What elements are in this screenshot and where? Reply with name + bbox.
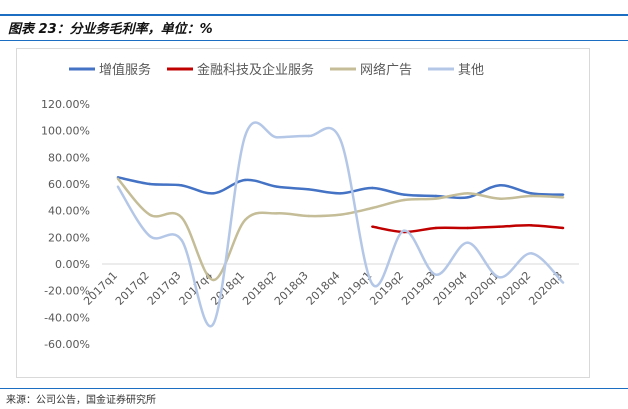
data-point — [307, 188, 310, 191]
data-point — [180, 184, 183, 187]
data-point — [180, 238, 183, 242]
x-tick-label: 2020q2 — [495, 269, 534, 308]
data-point — [212, 278, 215, 282]
legend-label-2: 金融科技及企业服务 — [197, 62, 314, 78]
data-point — [498, 184, 501, 187]
data-point — [116, 177, 120, 180]
legend-label-1: 增值服务 — [99, 62, 151, 78]
x-tick-label: 2017q3 — [145, 269, 184, 308]
data-point — [307, 134, 310, 138]
data-point — [148, 234, 151, 238]
line-chart: 120.00% 100.00% 80.00% 60.00% 40.00% 20.00% 0.… — [41, 62, 579, 351]
x-tick-label: 2018q1 — [208, 269, 247, 308]
data-point — [243, 134, 247, 138]
y-tick-label: 120.00% — [41, 98, 90, 111]
data-point — [339, 138, 342, 142]
data-point — [275, 136, 279, 139]
data-point — [371, 206, 374, 210]
x-tick-label: 2018q3 — [272, 269, 311, 308]
data-point — [434, 197, 438, 200]
data-point — [339, 213, 342, 216]
data-point — [561, 193, 565, 196]
data-point — [530, 224, 533, 227]
y-tick-label: 0.00% — [55, 258, 90, 271]
x-tick-label: 2019q2 — [367, 269, 406, 308]
data-point — [402, 193, 406, 196]
data-point — [243, 178, 247, 182]
data-point — [307, 214, 310, 218]
legend-label-4: 其他 — [458, 63, 484, 78]
data-point — [148, 182, 151, 186]
x-tick-label: 2018q2 — [240, 269, 279, 308]
y-tick-label: 20.00% — [48, 231, 90, 244]
data-point — [434, 194, 438, 198]
x-tick-label: 2017q2 — [113, 269, 152, 308]
data-point — [561, 196, 565, 199]
data-point — [212, 192, 215, 195]
series-line-1 — [117, 176, 564, 200]
top-rule — [0, 14, 628, 16]
source-note: 来源：公司公告，国金证券研究所 — [6, 395, 156, 406]
data-point — [466, 226, 469, 230]
y-tick-label: 60.00% — [48, 178, 90, 191]
series-line-4 — [116, 121, 564, 328]
chart-container: 120.00% 100.00% 80.00% 60.00% 40.00% 20.00% 0.… — [16, 48, 590, 378]
data-point — [530, 192, 533, 195]
data-point — [466, 241, 469, 244]
data-point — [371, 282, 374, 286]
y-tick-label: 80.00% — [48, 151, 90, 164]
data-point — [498, 197, 501, 200]
y-tick-label: -40.00% — [44, 311, 90, 324]
data-point — [434, 273, 438, 276]
x-tick-label: 2019q3 — [399, 269, 438, 308]
data-point — [148, 213, 151, 216]
bottom-rule — [0, 388, 628, 389]
x-tick-label: 2018q4 — [304, 269, 343, 308]
data-point — [498, 225, 501, 228]
figure-title: 图表 23：分业务毛利率，单位：% — [8, 22, 213, 37]
data-point — [402, 229, 406, 232]
data-point — [402, 198, 406, 202]
data-point — [561, 281, 565, 284]
y-tick-label: -60.00% — [44, 338, 90, 351]
data-point — [371, 225, 374, 228]
data-point — [275, 185, 279, 188]
data-point — [180, 216, 183, 219]
data-point — [498, 276, 501, 279]
data-point — [116, 185, 120, 188]
y-tick-label: 40.00% — [48, 205, 90, 218]
data-point — [466, 192, 469, 195]
data-point — [466, 196, 469, 199]
x-tick-label: 2020q3 — [526, 269, 565, 308]
data-point — [339, 192, 342, 195]
data-point — [434, 226, 438, 230]
data-point — [275, 212, 279, 215]
y-tick-label: 100.00% — [41, 125, 90, 138]
data-point — [530, 194, 533, 198]
data-point — [530, 252, 533, 255]
title-rule — [0, 40, 628, 41]
y-tick-label: -20.00% — [44, 285, 90, 298]
data-point — [561, 226, 565, 230]
legend-label-3: 网络广告 — [360, 62, 412, 78]
data-point — [243, 218, 247, 222]
data-point — [371, 186, 374, 190]
data-point — [212, 322, 215, 326]
